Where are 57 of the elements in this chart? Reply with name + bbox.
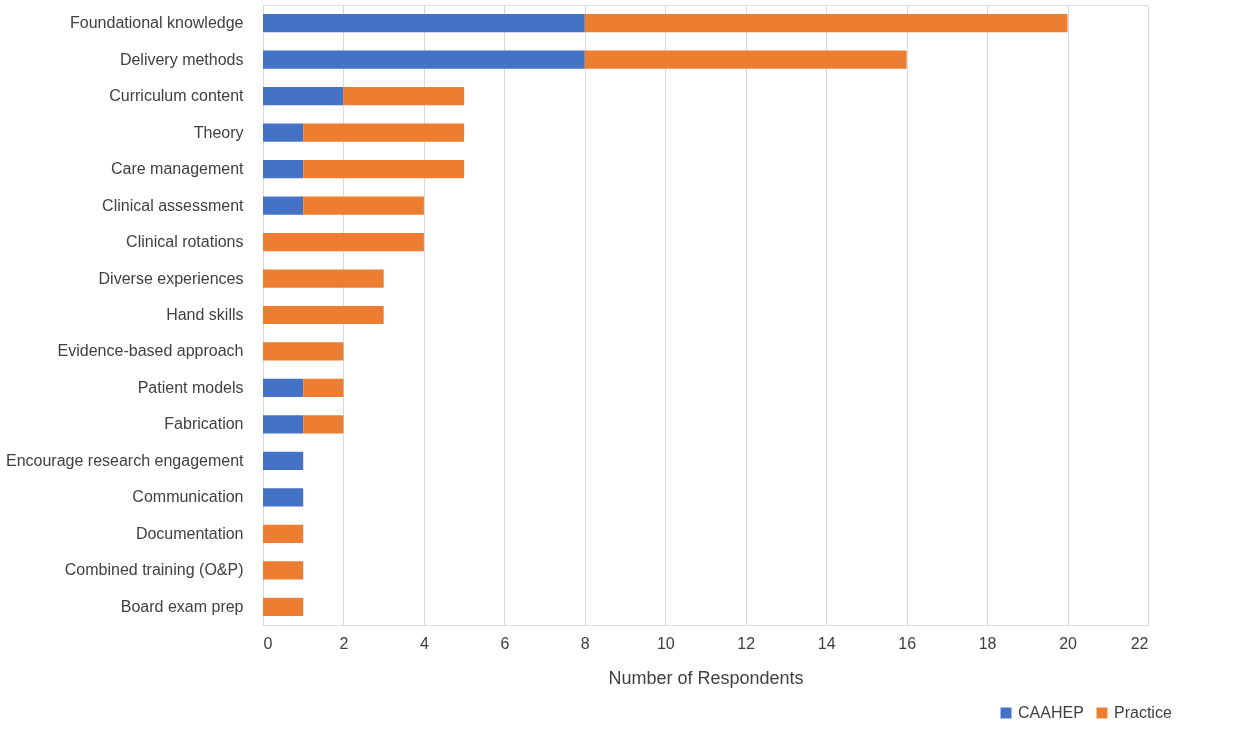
y-tick-label: Combined training (O&P): [64, 561, 244, 579]
bar: [263, 87, 344, 106]
bar: [263, 14, 585, 33]
bar: [263, 160, 304, 179]
bar: [263, 597, 304, 616]
bar: [263, 269, 384, 288]
y-tick-label: Evidence-based approach: [57, 342, 244, 360]
bar: [263, 50, 585, 69]
x-tick-label: 0: [263, 634, 273, 652]
x-tick-label: 2: [339, 634, 349, 652]
bar: [263, 378, 304, 398]
y-tick-label: Theory: [193, 123, 244, 141]
bar: [263, 451, 304, 470]
x-tick-label: 18: [978, 634, 997, 652]
bar: [303, 378, 344, 398]
legend-label: Practice: [1114, 704, 1172, 721]
x-tick-label: 8: [580, 634, 590, 652]
x-tick-label: 12: [737, 634, 756, 652]
x-tick-label: 10: [656, 634, 675, 652]
y-tick-label: Board exam prep: [120, 597, 244, 615]
bar: [263, 196, 304, 215]
bar: [263, 123, 304, 142]
y-tick-label: Fabrication: [164, 415, 244, 433]
y-tick-label: Communication: [132, 488, 244, 506]
y-tick-label: Clinical rotations: [126, 233, 244, 251]
y-tick-label: Encourage research engagement: [6, 451, 245, 469]
y-tick-label: Foundational knowledge: [70, 14, 244, 32]
bar: [263, 561, 304, 580]
y-tick-label: Curriculum content: [109, 87, 245, 105]
bar: [303, 123, 465, 142]
x-tick-label: 16: [898, 634, 917, 652]
y-tick-label: Clinical assessment: [102, 196, 245, 214]
bar: [263, 524, 304, 543]
legend-label: CAAHEP: [1018, 704, 1084, 721]
bar: [584, 14, 1068, 33]
y-tick-label: Patient models: [137, 378, 244, 396]
bar: [303, 415, 344, 434]
bar: [263, 305, 384, 325]
bar: [343, 87, 465, 106]
x-tick-label: 6: [500, 634, 510, 652]
bar: [303, 196, 424, 215]
x-tick-label: 20: [1059, 634, 1078, 652]
bar: [263, 488, 304, 507]
bar: [584, 50, 907, 69]
x-tick-label: 22: [1130, 634, 1149, 652]
bar: [263, 415, 304, 434]
y-tick-label: Care management: [110, 160, 245, 178]
y-tick-label: Diverse experiences: [98, 269, 244, 287]
x-tick-label: 4: [419, 634, 429, 652]
y-tick-label: Delivery methods: [119, 50, 244, 68]
bar: [263, 232, 424, 252]
x-tick-label: 14: [817, 634, 836, 652]
bar: [303, 160, 465, 179]
y-tick-label: Documentation: [135, 524, 244, 542]
x-axis-title: Number of Respondents: [608, 667, 804, 688]
y-tick-label: Hand skills: [166, 306, 244, 323]
bar: [263, 342, 344, 361]
